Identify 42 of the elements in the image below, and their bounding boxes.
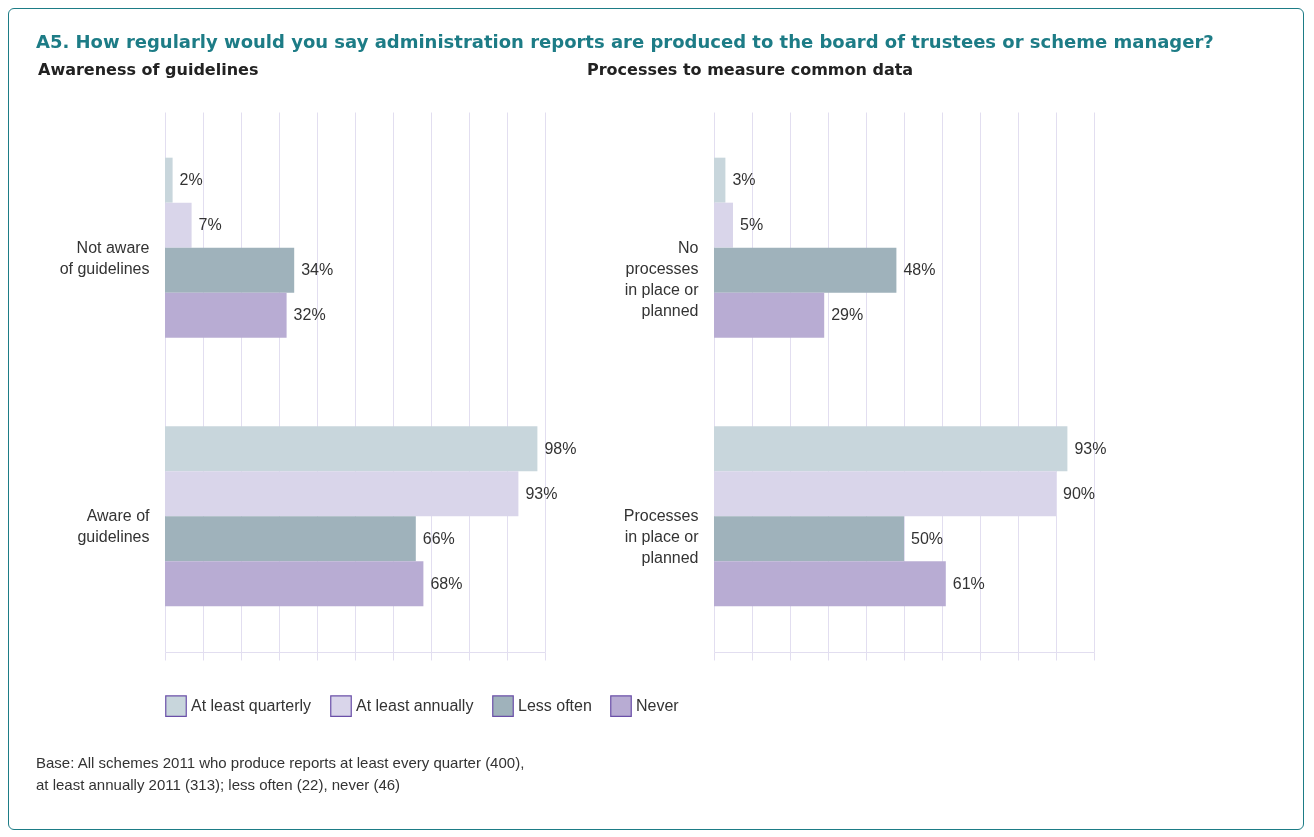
data-label: 7% [198,216,222,234]
data-label: 29% [831,306,864,324]
y-tick-label: Aware of guidelines [77,507,151,546]
y-tick-label: No processes in place or planned [624,238,700,319]
bar [165,561,424,607]
chart-subtitle: Awareness of guidelines [38,60,259,79]
bar [714,561,946,607]
bar [165,247,295,293]
bar [714,202,733,248]
bar [165,426,538,472]
data-label: 48% [903,261,936,279]
bar [165,292,287,338]
y-tick-label: Not aware of guidelines [59,238,150,277]
data-label: 2% [179,171,203,189]
data-label: 66% [422,529,455,547]
legend-label: At least annually [356,697,474,715]
y-tick-label: Processes in place or planned [623,507,700,567]
data-label: 50% [911,529,944,547]
bar [714,157,726,203]
legend-label: Never [636,697,680,715]
legend-label: At least quarterly [191,697,312,715]
data-label: 93% [1074,439,1107,457]
bar [714,516,904,562]
text: Base: All schemes 2011 who produce reports at least every quarter (400), at least annually 2011 (313); less often (22), never (46) [36,753,525,795]
data-label: 93% [525,484,558,502]
bar [714,247,897,293]
bar [714,426,1068,472]
legend-label: Less often [518,697,592,715]
bar [165,202,192,248]
data-label: 68% [430,574,463,592]
bar [165,516,416,562]
data-label: 5% [740,216,764,234]
data-label: 3% [732,171,756,189]
data-label: 98% [544,439,577,457]
data-label: 32% [293,306,326,324]
data-label: 90% [1063,484,1096,502]
data-label: 34% [301,261,334,279]
chart-title: Processes to measure common data [587,60,914,79]
data-label: 61% [952,574,985,592]
bar [165,157,173,203]
bar [714,292,825,338]
text: A5. How regularly would you say administration reports are produced to the board of trustees or scheme manager? [36,31,1214,52]
